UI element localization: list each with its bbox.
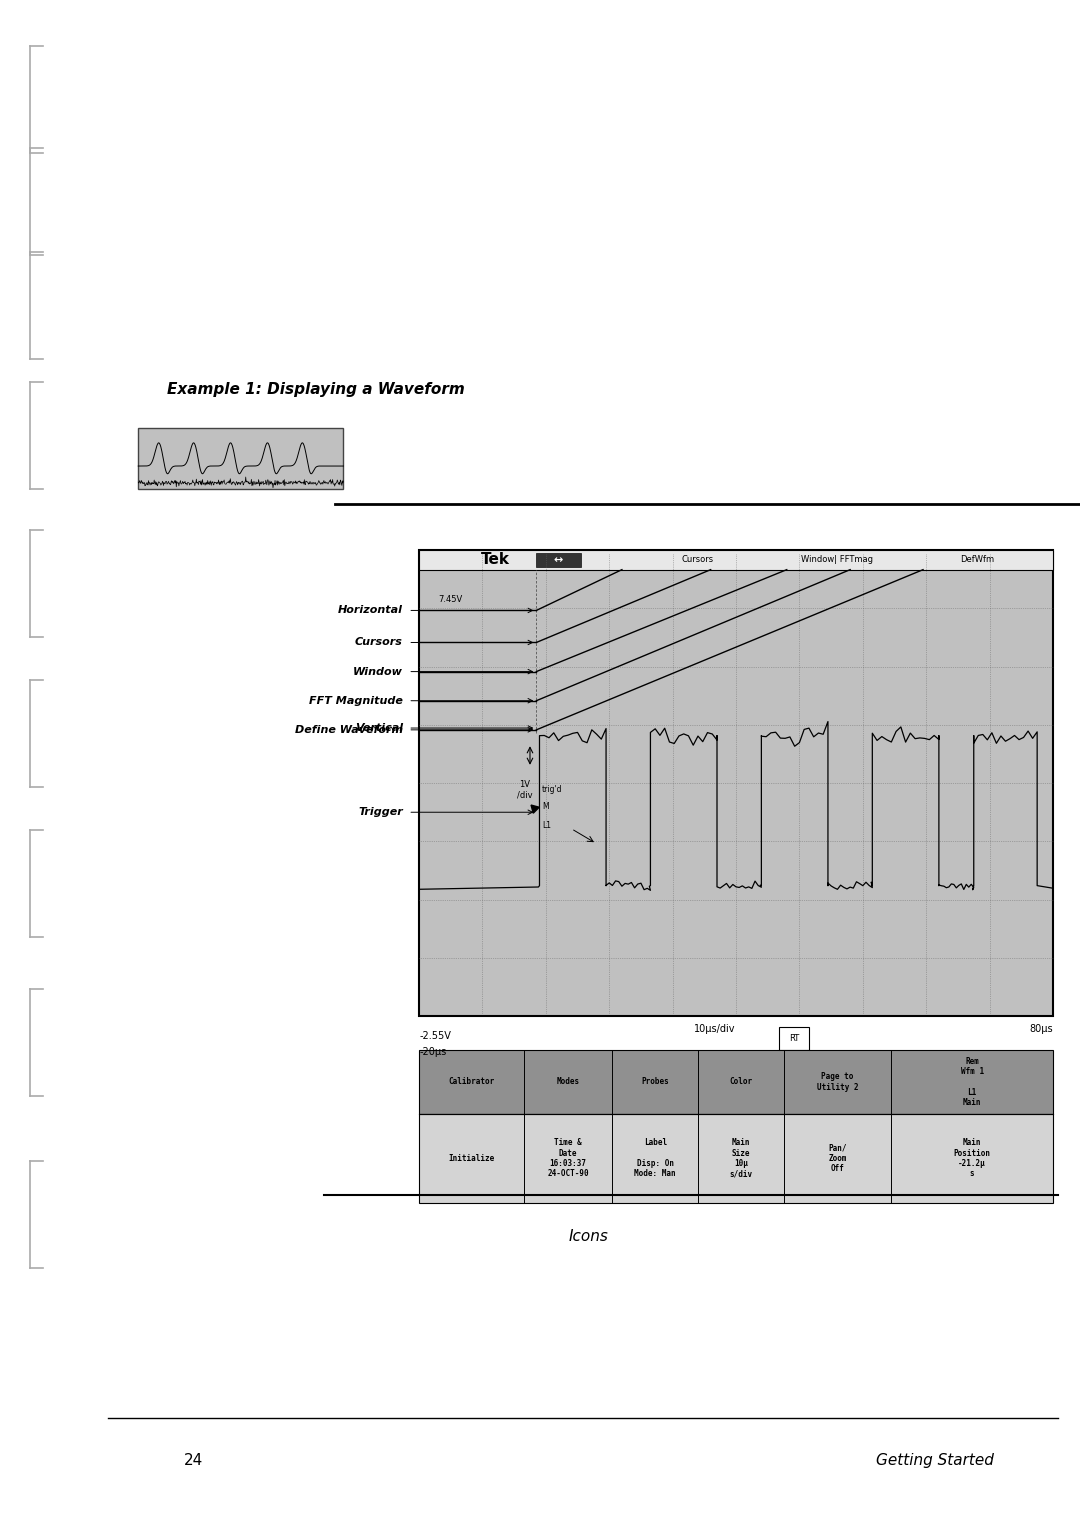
Text: 24: 24 [184, 1453, 203, 1468]
Text: ↔: ↔ [554, 555, 563, 565]
Text: Rem
Wfm 1

L1
Main: Rem Wfm 1 L1 Main [960, 1056, 984, 1108]
Bar [419, 550, 1053, 570]
Text: Main
Position
-21.2μ
s: Main Position -21.2μ s [954, 1138, 990, 1178]
Text: Label

Disp: On
Mode: Man: Label Disp: On Mode: Man [634, 1138, 676, 1178]
Text: Horizontal: Horizontal [338, 605, 403, 616]
Text: Tek: Tek [481, 552, 510, 567]
Text: Trigger: Trigger [359, 807, 403, 817]
Text: -2.55V: -2.55V [419, 1031, 451, 1042]
Bar [419, 550, 1053, 1016]
Text: M: M [542, 802, 549, 811]
Text: Time &
Date
16:03:37
24-OCT-90: Time & Date 16:03:37 24-OCT-90 [548, 1138, 589, 1178]
Text: 80μs: 80μs [1029, 1024, 1053, 1034]
Text: Modes: Modes [556, 1077, 580, 1086]
Text: Icons: Icons [569, 1229, 608, 1244]
Text: Cursors: Cursors [355, 637, 403, 648]
Text: Initialize: Initialize [448, 1154, 495, 1163]
Text: Pan/
Zoom
Off: Pan/ Zoom Off [828, 1143, 847, 1174]
Text: trig'd: trig'd [542, 785, 563, 795]
Text: 10μs/div: 10μs/div [693, 1024, 735, 1034]
Text: 1V
/div: 1V /div [516, 779, 532, 799]
Text: RT: RT [789, 1034, 799, 1042]
Bar [537, 553, 581, 567]
Text: Probes: Probes [642, 1077, 670, 1086]
Text: Window| FFTmag: Window| FFTmag [801, 555, 874, 564]
Text: Color: Color [729, 1077, 753, 1086]
Bar [780, 1027, 810, 1050]
Text: Vertical: Vertical [354, 723, 403, 733]
Text: -20μs: -20μs [419, 1047, 446, 1057]
Text: Calibrator: Calibrator [448, 1077, 495, 1086]
Text: Main
Size
10μ
s/div: Main Size 10μ s/div [729, 1138, 753, 1178]
Text: Page to
Utility 2: Page to Utility 2 [816, 1073, 859, 1091]
Text: Getting Started: Getting Started [876, 1453, 994, 1468]
Text: Cursors: Cursors [681, 555, 714, 564]
Text: L1: L1 [542, 822, 551, 831]
Text: Window: Window [353, 666, 403, 677]
Text: 7.45V: 7.45V [438, 596, 462, 604]
Text: FFT Magnitude: FFT Magnitude [309, 695, 403, 706]
Text: Define Waveform: Define Waveform [295, 724, 403, 735]
Bar [419, 1050, 1053, 1114]
Text: DefWfm: DefWfm [960, 555, 994, 564]
Text: Example 1: Displaying a Waveform: Example 1: Displaying a Waveform [167, 382, 465, 397]
Bar [138, 428, 343, 489]
Bar [419, 1114, 1053, 1203]
